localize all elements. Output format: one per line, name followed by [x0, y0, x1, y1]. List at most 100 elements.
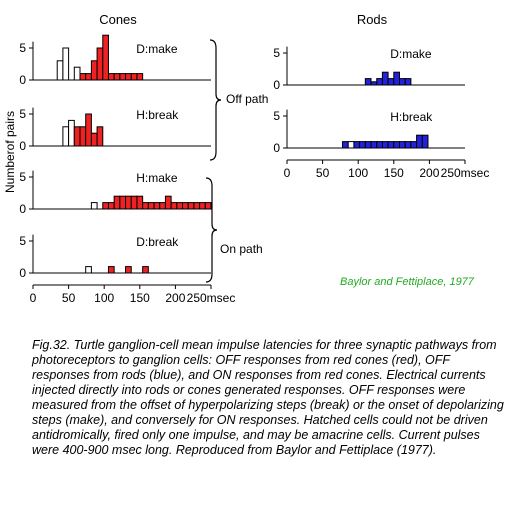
bin-cones_hmake — [107, 202, 115, 210]
bin-rods_hbreak — [359, 141, 366, 149]
panel-label: H:make — [136, 171, 178, 185]
figure: Cones Rods Numberof pairs Off path On pa… — [3, 12, 490, 305]
bin-cones_hmake — [187, 202, 195, 210]
x-tick-label: 0 — [284, 166, 291, 180]
bin-rods_dmake — [381, 71, 389, 86]
bin-cones_hmake — [170, 202, 178, 210]
bin-cones_hmake — [113, 195, 121, 210]
bin-cones_dmake — [125, 73, 132, 81]
bin-cones_hmake — [136, 195, 144, 210]
bin-cones_hbreak — [96, 126, 104, 147]
bin-cones_hbreak — [68, 119, 75, 147]
bin-cones_hbreak — [90, 132, 98, 147]
x-tick-label: 100 — [348, 166, 368, 180]
x-tick-label: 250msec — [441, 166, 490, 180]
panel-label: H:break — [390, 110, 433, 124]
bin-rods_hbreak — [410, 141, 418, 149]
y-tick-label: 5 — [19, 234, 26, 248]
panel-label: D:break — [136, 235, 179, 249]
panel-label: D:make — [390, 47, 432, 61]
panel-label: H:break — [136, 108, 179, 122]
y-tick-label: 5 — [19, 107, 26, 121]
bin-cones_hmake — [102, 202, 109, 210]
bin-rods_hbreak — [370, 141, 378, 149]
bin-cones_hmake — [125, 195, 132, 210]
bin-rods_hbreak — [381, 141, 389, 149]
off-path-brace — [209, 39, 222, 161]
braces — [205, 39, 222, 283]
bin-cones_dbreak — [142, 266, 149, 274]
bin-cones_hmake — [204, 202, 212, 210]
x-axis-1: 0 50 100 150 200 250msec — [284, 159, 490, 180]
panel-label: D:make — [136, 42, 178, 56]
bin-cones_dmake — [79, 73, 87, 81]
x-tick-label: 50 — [62, 291, 76, 305]
bin-cones_dmake — [113, 73, 121, 81]
bin-cones_dmake — [107, 73, 115, 81]
bin-cones_dmake — [102, 34, 109, 81]
bin-cones_hmake — [142, 202, 149, 210]
panel-cones_hmake: 0 5 H:make — [19, 170, 212, 216]
y-tick-label: 0 — [19, 139, 26, 153]
bin-rods_hbreak — [387, 141, 395, 149]
bin-rods_hbreak — [353, 141, 361, 149]
bin-cones_hmake — [199, 202, 206, 210]
bin-cones_dmake — [56, 60, 64, 81]
panels: 0 5 D:make 0 5 H:break 0 5 D:make 0 5 H:break 0 5 H:ma… — [19, 34, 490, 305]
bin-rods_hbreak — [393, 141, 400, 149]
bin-cones_dmake — [96, 47, 104, 81]
panel-cones_dmake: 0 5 D:make — [19, 34, 211, 87]
bin-cones_hbreak — [62, 126, 70, 147]
bin-cones_hbreak — [73, 126, 81, 147]
x-axis-0: 0 50 100 150 200 250msec — [30, 284, 236, 305]
bin-rods_hbreak — [398, 141, 406, 149]
bin-cones_dmake — [62, 47, 70, 81]
y-tick-label: 0 — [273, 78, 280, 92]
bin-rods_hbreak — [364, 141, 372, 149]
y-tick-label: 0 — [19, 266, 26, 280]
bin-cones_hbreak — [79, 126, 87, 147]
cones-column-title: Cones — [99, 12, 137, 27]
bin-rods_hbreak — [342, 141, 349, 149]
panel-cones_dbreak: 0 5 D:break — [19, 234, 211, 280]
bin-cones_hbreak — [85, 113, 92, 147]
bin-rods_hbreak — [347, 141, 355, 149]
x-tick-label: 250msec — [187, 291, 236, 305]
y-tick-label: 0 — [19, 73, 26, 87]
bin-rods_dmake — [387, 78, 395, 86]
x-tick-label: 150 — [384, 166, 404, 180]
bin-cones_hmake — [119, 195, 127, 210]
bin-cones_hmake — [193, 202, 201, 210]
credit-text: Baylor and Fettiplace, 1977 — [340, 276, 475, 288]
bin-cones_hmake — [182, 202, 189, 210]
y-tick-label: 5 — [273, 109, 280, 123]
on-path-label: On path — [220, 242, 263, 256]
y-tick-label: 5 — [19, 41, 26, 55]
figure-caption: Fig.32. Turtle ganglion-cell mean impuls… — [32, 338, 504, 457]
x-tick-label: 150 — [130, 291, 150, 305]
bin-cones_dbreak — [125, 266, 132, 274]
bin-rods_hbreak — [421, 134, 429, 149]
bin-rods_dmake — [404, 78, 412, 86]
bin-rods_hbreak — [404, 141, 412, 149]
bin-cones_hmake — [130, 195, 138, 210]
x-tick-label: 200 — [419, 166, 439, 180]
bin-cones_dmake — [85, 73, 92, 81]
off-path-label: Off path — [226, 92, 268, 106]
y-tick-label: 5 — [19, 170, 26, 184]
on-path-brace — [205, 177, 218, 283]
bin-rods_dmake — [398, 78, 406, 86]
bin-rods_dmake — [376, 78, 383, 86]
rods-column-title: Rods — [357, 12, 388, 27]
bin-rods_hbreak — [376, 141, 383, 149]
bin-rods_dmake — [370, 81, 378, 86]
bin-cones_hmake — [164, 195, 172, 210]
bin-cones_hmake — [176, 202, 184, 210]
panel-rods_dmake: 0 5 D:make — [273, 46, 465, 92]
bin-cones_dmake — [73, 66, 81, 81]
y-tick-label: 0 — [273, 141, 280, 155]
x-tick-label: 100 — [94, 291, 114, 305]
bin-cones_hmake — [153, 202, 161, 210]
x-tick-label: 200 — [165, 291, 185, 305]
x-tick-label: 0 — [30, 291, 37, 305]
